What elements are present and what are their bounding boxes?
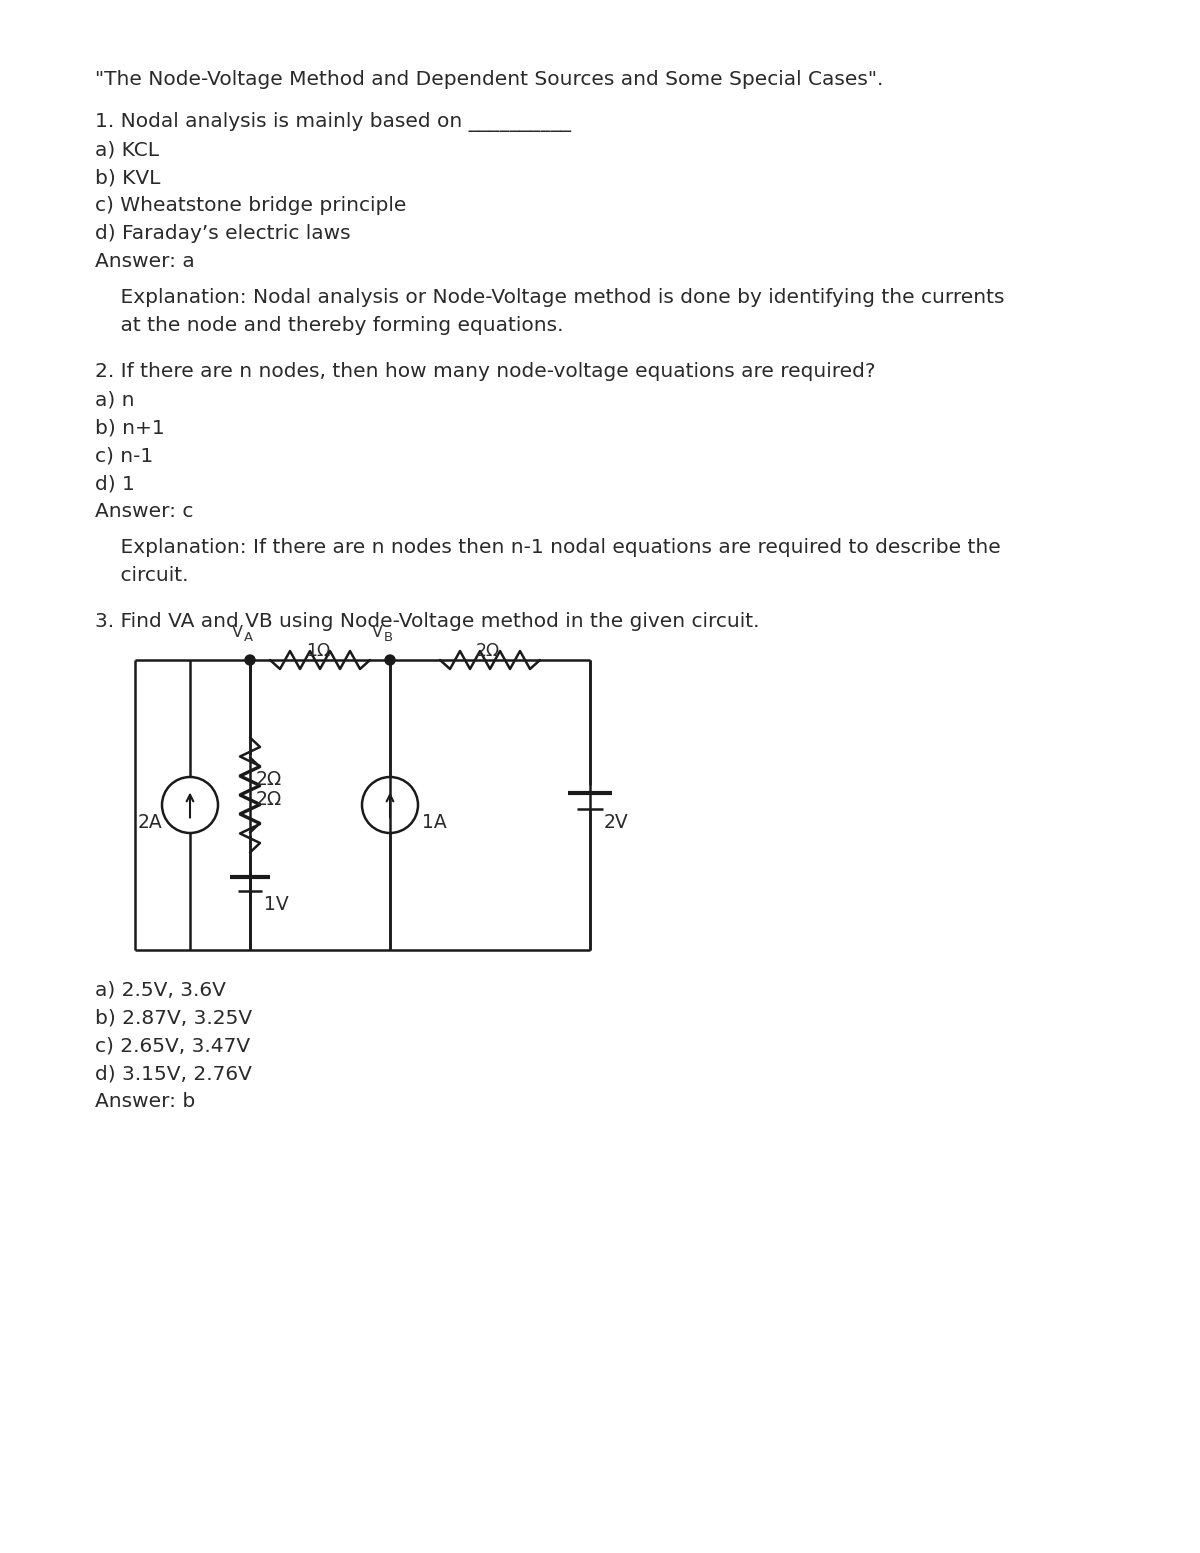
Text: c) 2.65V, 3.47V: c) 2.65V, 3.47V (95, 1036, 250, 1054)
Text: 2. If there are n nodes, then how many node-voltage equations are required?: 2. If there are n nodes, then how many n… (95, 362, 876, 380)
Text: a) 2.5V, 3.6V: a) 2.5V, 3.6V (95, 980, 226, 999)
Text: 3. Find VA and VB using Node-Voltage method in the given circuit.: 3. Find VA and VB using Node-Voltage met… (95, 612, 760, 631)
Text: A: A (244, 631, 253, 644)
Circle shape (385, 655, 395, 665)
Text: Answer: c: Answer: c (95, 502, 193, 520)
Text: c) Wheatstone bridge principle: c) Wheatstone bridge principle (95, 196, 407, 214)
Text: c) n-1: c) n-1 (95, 446, 154, 464)
Text: Answer: b: Answer: b (95, 1092, 196, 1110)
Text: b) 2.87V, 3.25V: b) 2.87V, 3.25V (95, 1008, 252, 1027)
Text: d) 1: d) 1 (95, 474, 134, 492)
Text: V: V (372, 624, 383, 640)
Text: a) n: a) n (95, 390, 134, 408)
Text: Answer: a: Answer: a (95, 252, 194, 272)
Text: Explanation: Nodal analysis or Node-Voltage method is done by identifying the cu: Explanation: Nodal analysis or Node-Volt… (95, 287, 1004, 307)
Text: "The Node-Voltage Method and Dependent Sources and Some Special Cases".: "The Node-Voltage Method and Dependent S… (95, 70, 883, 89)
Text: 2V: 2V (604, 814, 629, 832)
Text: V: V (232, 624, 242, 640)
Text: d) 3.15V, 2.76V: d) 3.15V, 2.76V (95, 1064, 252, 1082)
Text: Explanation: If there are n nodes then n-1 nodal equations are required to descr: Explanation: If there are n nodes then n… (95, 537, 1001, 558)
Text: b) n+1: b) n+1 (95, 418, 164, 436)
Text: at the node and thereby forming equations.: at the node and thereby forming equation… (95, 315, 564, 335)
Text: 2Ω: 2Ω (476, 641, 500, 660)
Text: 1. Nodal analysis is mainly based on __________: 1. Nodal analysis is mainly based on ___… (95, 112, 571, 132)
Text: 1Ω: 1Ω (306, 641, 330, 660)
Text: 1A: 1A (422, 814, 446, 832)
Text: circuit.: circuit. (95, 565, 188, 585)
Text: 2Ω: 2Ω (256, 790, 282, 809)
Text: 2A: 2A (138, 814, 163, 832)
Text: 1V: 1V (264, 895, 289, 915)
Text: 2Ω: 2Ω (256, 770, 282, 789)
Circle shape (245, 655, 256, 665)
Text: a) KCL: a) KCL (95, 140, 158, 158)
Text: b) KVL: b) KVL (95, 168, 161, 186)
Text: d) Faraday’s electric laws: d) Faraday’s electric laws (95, 224, 350, 242)
Text: B: B (384, 631, 394, 644)
